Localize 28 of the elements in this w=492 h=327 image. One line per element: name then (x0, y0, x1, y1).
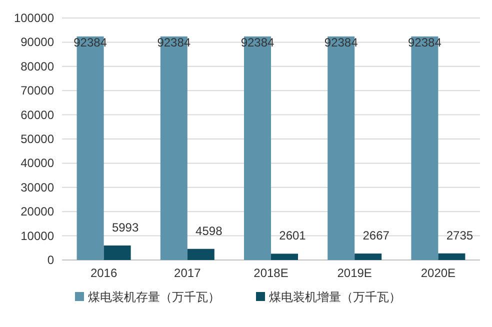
x-tick-label: 2019E (337, 266, 372, 280)
y-tick-label: 100000 (14, 11, 54, 25)
y-tick-label: 10000 (20, 228, 54, 243)
x-tick-label: 2017 (174, 266, 202, 280)
y-tick-label: 70000 (20, 84, 54, 98)
bar (104, 245, 131, 260)
bar (271, 254, 298, 260)
y-tick-label: 90000 (20, 35, 54, 50)
y-tick-label: 80000 (20, 59, 54, 74)
bar (187, 248, 214, 260)
bar (354, 254, 382, 260)
data-label: 2735 (446, 228, 474, 242)
x-tick-label: 2018E (254, 266, 288, 280)
y-tick-label: 40000 (20, 156, 54, 170)
data-label: 2601 (279, 228, 306, 243)
y-tick-label: 30000 (20, 180, 54, 194)
data-label: 2667 (362, 228, 390, 243)
data-label: 5993 (112, 220, 139, 234)
x-tick-label: 2016 (90, 266, 118, 280)
x-tick-label: 2020E (420, 266, 456, 280)
legend-label: 煤电装机存量（万千瓦） (88, 290, 220, 304)
bar (438, 253, 466, 260)
y-tick-label: 50000 (20, 132, 54, 146)
y-tick-label: 0 (47, 253, 54, 267)
y-tick-label: 60000 (20, 108, 54, 122)
legend-label: 煤电装机增量（万千瓦） (269, 290, 401, 304)
data-label: 4598 (196, 224, 223, 238)
y-tick-label: 20000 (20, 204, 54, 219)
